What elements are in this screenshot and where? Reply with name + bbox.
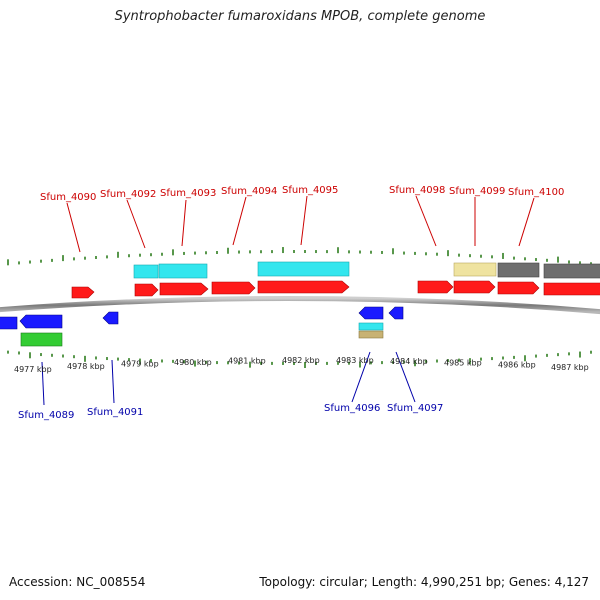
- cds-reverse-4091[interactable]: [102, 311, 119, 325]
- reverse-leader-lines: [41, 351, 416, 406]
- axis-label: 4982 kbp: [282, 356, 320, 365]
- feature-gray[interactable]: [543, 263, 600, 279]
- map-title: Syntrophobacter fumaroxidans MPOB, compl…: [114, 9, 486, 24]
- feature-cyan[interactable]: [133, 264, 159, 279]
- gene-label-sfum-4092[interactable]: Sfum_4092: [100, 189, 156, 200]
- feature-tan[interactable]: [358, 330, 384, 339]
- cds-forward-4094[interactable]: [211, 281, 256, 295]
- feature-cyan[interactable]: [158, 263, 208, 279]
- axis-label: 4984 kbp: [390, 357, 428, 366]
- leader-line-4090: [66, 202, 81, 253]
- gene-label-sfum-4095[interactable]: Sfum_4095: [282, 185, 338, 196]
- cds-forward-4095[interactable]: [257, 280, 350, 294]
- gene-label-sfum-4097[interactable]: Sfum_4097: [387, 403, 443, 414]
- axis-label: 4979 kbp: [121, 360, 159, 369]
- axis-label: 4977 kbp: [14, 365, 52, 374]
- gene-label-sfum-4096[interactable]: Sfum_4096: [324, 403, 380, 414]
- forward-leader-lines: [66, 195, 535, 253]
- gene-label-sfum-4091[interactable]: Sfum_4091: [87, 407, 143, 418]
- leader-line-4089: [41, 361, 45, 406]
- leader-line-4094: [232, 196, 247, 246]
- leader-line-4098: [415, 195, 437, 247]
- axis-label: 4983 kbp: [336, 356, 374, 365]
- leader-line-4095: [300, 195, 308, 246]
- axis-label: 4978 kbp: [67, 362, 105, 371]
- upper-tick-row: [7, 247, 592, 266]
- gene-label-sfum-4099[interactable]: Sfum_4099: [449, 186, 505, 197]
- cds-reverse[interactable]: [0, 316, 18, 330]
- gene-label-sfum-4090[interactable]: Sfum_4090: [40, 192, 96, 203]
- accession-text: Accession: NC_008554: [9, 575, 146, 589]
- leader-line-4093: [181, 199, 187, 247]
- topology-text: Topology: circular; Length: 4,990,251 bp…: [259, 575, 589, 589]
- cds-reverse-4089[interactable]: [19, 314, 63, 329]
- feature-khaki[interactable]: [453, 262, 497, 277]
- cds-forward-4100[interactable]: [497, 281, 540, 295]
- feature-green[interactable]: [20, 332, 63, 347]
- feature-cyan[interactable]: [257, 261, 350, 277]
- cds-forward-4092[interactable]: [134, 283, 159, 297]
- cds-forward-4090[interactable]: [71, 286, 95, 299]
- cds-reverse-4096[interactable]: [358, 306, 384, 320]
- gene-label-sfum-4100[interactable]: Sfum_4100: [508, 187, 564, 198]
- leader-line-4096: [351, 351, 371, 403]
- cds-forward-4101[interactable]: [543, 282, 600, 296]
- cds-forward-4099[interactable]: [453, 280, 496, 294]
- cds-forward-4093[interactable]: [159, 282, 209, 296]
- genome-backbone: [0, 295, 600, 315]
- forward-gene-labels: Sfum_4090 Sfum_4092 Sfum_4093 Sfum_4094 …: [40, 185, 564, 203]
- lower-tick-row: [7, 350, 592, 368]
- axis-labels: 4977 kbp 4978 kbp 4979 kbp 4980 kbp 4981 kbp…: [14, 356, 589, 374]
- axis-label: 4981 kbp: [228, 357, 266, 366]
- gene-label-sfum-4089[interactable]: Sfum_4089: [18, 410, 74, 421]
- axis-label: 4986 kbp: [498, 360, 536, 369]
- leader-line-4092: [126, 199, 146, 249]
- feature-gray[interactable]: [497, 262, 540, 278]
- gene-label-sfum-4093[interactable]: Sfum_4093: [160, 188, 216, 199]
- reverse-gene-labels: Sfum_4089 Sfum_4091 Sfum_4096 Sfum_4097: [18, 403, 443, 421]
- leader-line-4100: [518, 197, 535, 247]
- leader-line-4091: [111, 359, 115, 404]
- feature-cyan[interactable]: [358, 322, 384, 331]
- reverse-features: [0, 306, 404, 347]
- axis-label: 4985 kbp: [444, 358, 482, 367]
- forward-features: [71, 261, 600, 299]
- axis-label: 4987 kbp: [551, 363, 589, 372]
- axis-label: 4980 kbp: [174, 358, 212, 367]
- cds-forward-4098[interactable]: [417, 280, 454, 294]
- cds-reverse-4097[interactable]: [388, 306, 404, 320]
- gene-label-sfum-4098[interactable]: Sfum_4098: [389, 185, 445, 196]
- gene-label-sfum-4094[interactable]: Sfum_4094: [221, 186, 277, 197]
- leader-line-4097: [395, 351, 416, 403]
